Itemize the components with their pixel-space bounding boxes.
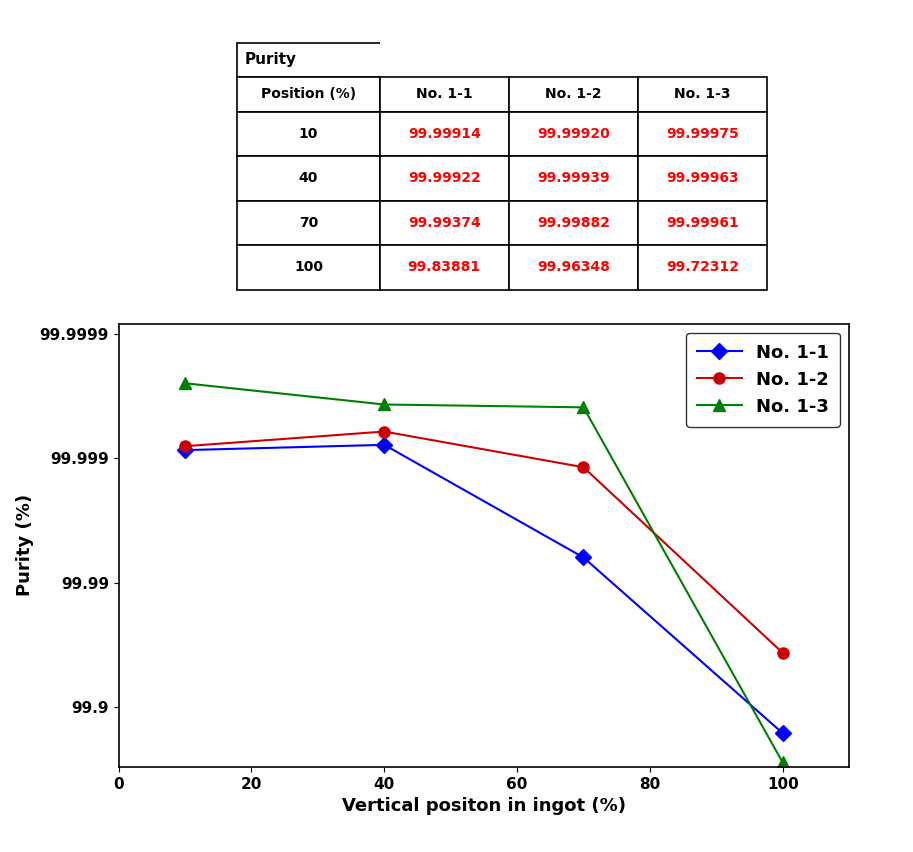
No. 1-1 [777, 728, 788, 739]
Y-axis label: Purity (%): Purity (%) [16, 494, 34, 596]
Legend: No. 1-1, No. 1-2, No. 1-3: No. 1-1, No. 1-2, No. 1-3 [686, 333, 840, 427]
No. 1-2 [777, 648, 788, 658]
No. 1-1 [379, 440, 390, 450]
Line: No. 1-1: No. 1-1 [180, 440, 788, 739]
No. 1-1 [180, 445, 191, 455]
No. 1-1 [578, 552, 589, 562]
No. 1-2 [180, 441, 191, 452]
No. 1-3 [180, 378, 191, 389]
Line: No. 1-3: No. 1-3 [179, 377, 789, 769]
X-axis label: Vertical positon in ingot (%): Vertical positon in ingot (%) [341, 797, 626, 815]
No. 1-3 [578, 402, 589, 412]
No. 1-2 [379, 426, 390, 436]
No. 1-3 [777, 757, 788, 768]
Line: No. 1-2: No. 1-2 [180, 426, 788, 659]
No. 1-2 [578, 462, 589, 472]
No. 1-3 [379, 400, 390, 410]
